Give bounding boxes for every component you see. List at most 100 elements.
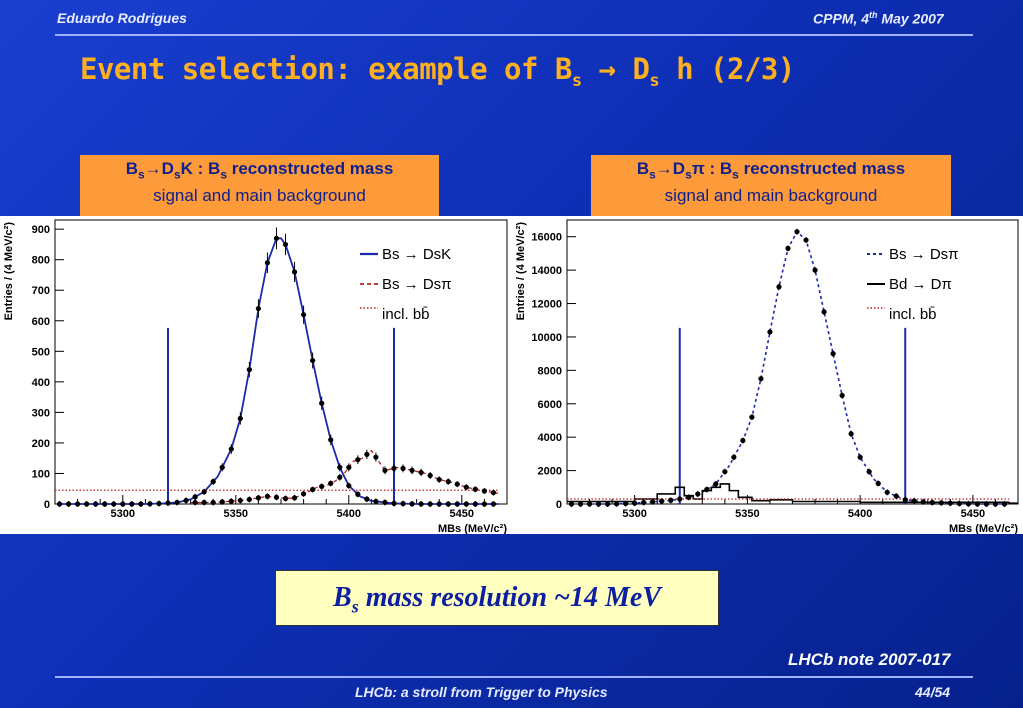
- data-point: [328, 480, 334, 486]
- y-tick-label: 300: [32, 407, 50, 419]
- data-point: [821, 309, 827, 315]
- data-point: [418, 469, 424, 476]
- data-point: [391, 500, 397, 506]
- right-caption-line1: Bs→Dsπ : Bs reconstructed mass: [597, 158, 945, 185]
- data-point: [319, 483, 325, 490]
- right-caption-line2: signal and main background: [664, 186, 878, 206]
- y-tick-label: 500: [32, 346, 50, 358]
- y-tick-label: 12000: [531, 299, 562, 311]
- data-point: [210, 499, 216, 506]
- data-point: [875, 480, 881, 486]
- right-caption: Bs→Dsπ : Bs reconstructed mass signal an…: [591, 155, 951, 217]
- data-point: [632, 500, 638, 506]
- legend-label: Bs → Dsπ: [382, 276, 452, 293]
- legend-label: Bd → Dπ: [889, 276, 952, 293]
- y-tick-label: 14000: [531, 265, 562, 277]
- data-point: [264, 493, 271, 499]
- plot-frame: [54, 219, 508, 505]
- footer-title: LHCb: a stroll from Trigger to Physics: [355, 684, 608, 700]
- data-point: [749, 414, 755, 420]
- y-tick-label: 8000: [538, 365, 562, 377]
- data-point: [192, 494, 198, 500]
- data-point: [893, 493, 899, 499]
- data-point: [722, 469, 728, 475]
- data-point: [147, 501, 153, 507]
- header-date: CPPM, 4th May 2007: [813, 10, 944, 27]
- data-point: [911, 498, 917, 504]
- data-point: [938, 500, 944, 506]
- data-point: [228, 498, 234, 504]
- data-point: [490, 501, 497, 507]
- data-point: [255, 305, 261, 312]
- data-point: [427, 472, 433, 479]
- data-point: [965, 501, 971, 507]
- data-point: [210, 479, 216, 485]
- res-pre: B: [333, 582, 352, 613]
- x-axis-label: MBs (MeV/c²): [438, 523, 507, 534]
- resolution-box: Bs mass resolution ~14 MeV: [275, 570, 719, 626]
- res-sub: s: [351, 596, 359, 617]
- left-plot-panel: 0 100 200 300 400 500 600 700 800 900 5300 5350 5400…: [0, 216, 512, 535]
- x-tick-label: 5400: [848, 508, 872, 520]
- data-point: [400, 501, 406, 507]
- data-point: [391, 465, 397, 471]
- data-point: [463, 501, 469, 507]
- data-point: [346, 464, 352, 470]
- data-point: [794, 229, 800, 235]
- data-point: [445, 479, 451, 485]
- x-tick-label: 5450: [961, 508, 985, 520]
- header-author: Eduardo Rodrigues: [57, 10, 187, 26]
- data-point: [346, 483, 352, 489]
- data-point: [174, 499, 180, 506]
- lc-mid: →D: [144, 159, 174, 178]
- rc-sub1: s: [649, 167, 656, 182]
- y-tick-label: 800: [32, 255, 50, 267]
- data-point: [183, 497, 189, 504]
- data-point: [947, 500, 953, 506]
- rc-k: π : B: [691, 159, 733, 178]
- data-point: [577, 501, 584, 507]
- data-point: [641, 499, 647, 506]
- data-point: [902, 497, 908, 503]
- data-point: [255, 495, 261, 501]
- rc-mid: →D: [655, 159, 686, 178]
- left-caption-line2: signal and main background: [153, 186, 366, 206]
- y-tick-label: 100: [32, 468, 50, 480]
- footer-rule: [55, 676, 973, 678]
- x-tick-label: 5300: [622, 508, 646, 520]
- data-point: [219, 499, 225, 505]
- data-point: [884, 489, 890, 495]
- data-point: [291, 495, 298, 501]
- data-point: [1001, 501, 1008, 507]
- title-text: Event selection: example of B: [80, 52, 572, 86]
- data-point: [93, 501, 99, 507]
- data-point: [201, 499, 207, 506]
- data-point: [454, 481, 460, 487]
- data-point: [156, 500, 162, 507]
- data-point: [219, 464, 225, 470]
- header-date-main: CPPM, 4: [813, 10, 870, 27]
- data-point: [974, 501, 981, 507]
- data-point: [776, 284, 782, 290]
- data-point: [56, 501, 63, 507]
- data-point: [264, 260, 271, 266]
- data-point: [237, 497, 243, 504]
- data-point: [992, 501, 999, 507]
- data-point: [282, 495, 289, 502]
- data-point: [291, 269, 298, 275]
- data-point: [785, 245, 791, 251]
- data-point: [983, 501, 990, 507]
- rc-sub3: s: [732, 167, 739, 182]
- title-tail: h (2/3): [659, 52, 795, 86]
- data-point: [246, 367, 252, 373]
- lc-sub3: s: [220, 167, 227, 182]
- data-point: [595, 501, 602, 507]
- data-point: [237, 415, 243, 422]
- data-point: [201, 489, 207, 495]
- header-date-sup: th: [869, 10, 878, 20]
- left-chart: 0 100 200 300 400 500 600 700 800 900 5300 5350 5400…: [3, 219, 508, 535]
- data-point: [120, 501, 126, 507]
- y-tick-label: 10000: [531, 332, 562, 344]
- data-point: [400, 465, 406, 471]
- data-point: [472, 486, 478, 492]
